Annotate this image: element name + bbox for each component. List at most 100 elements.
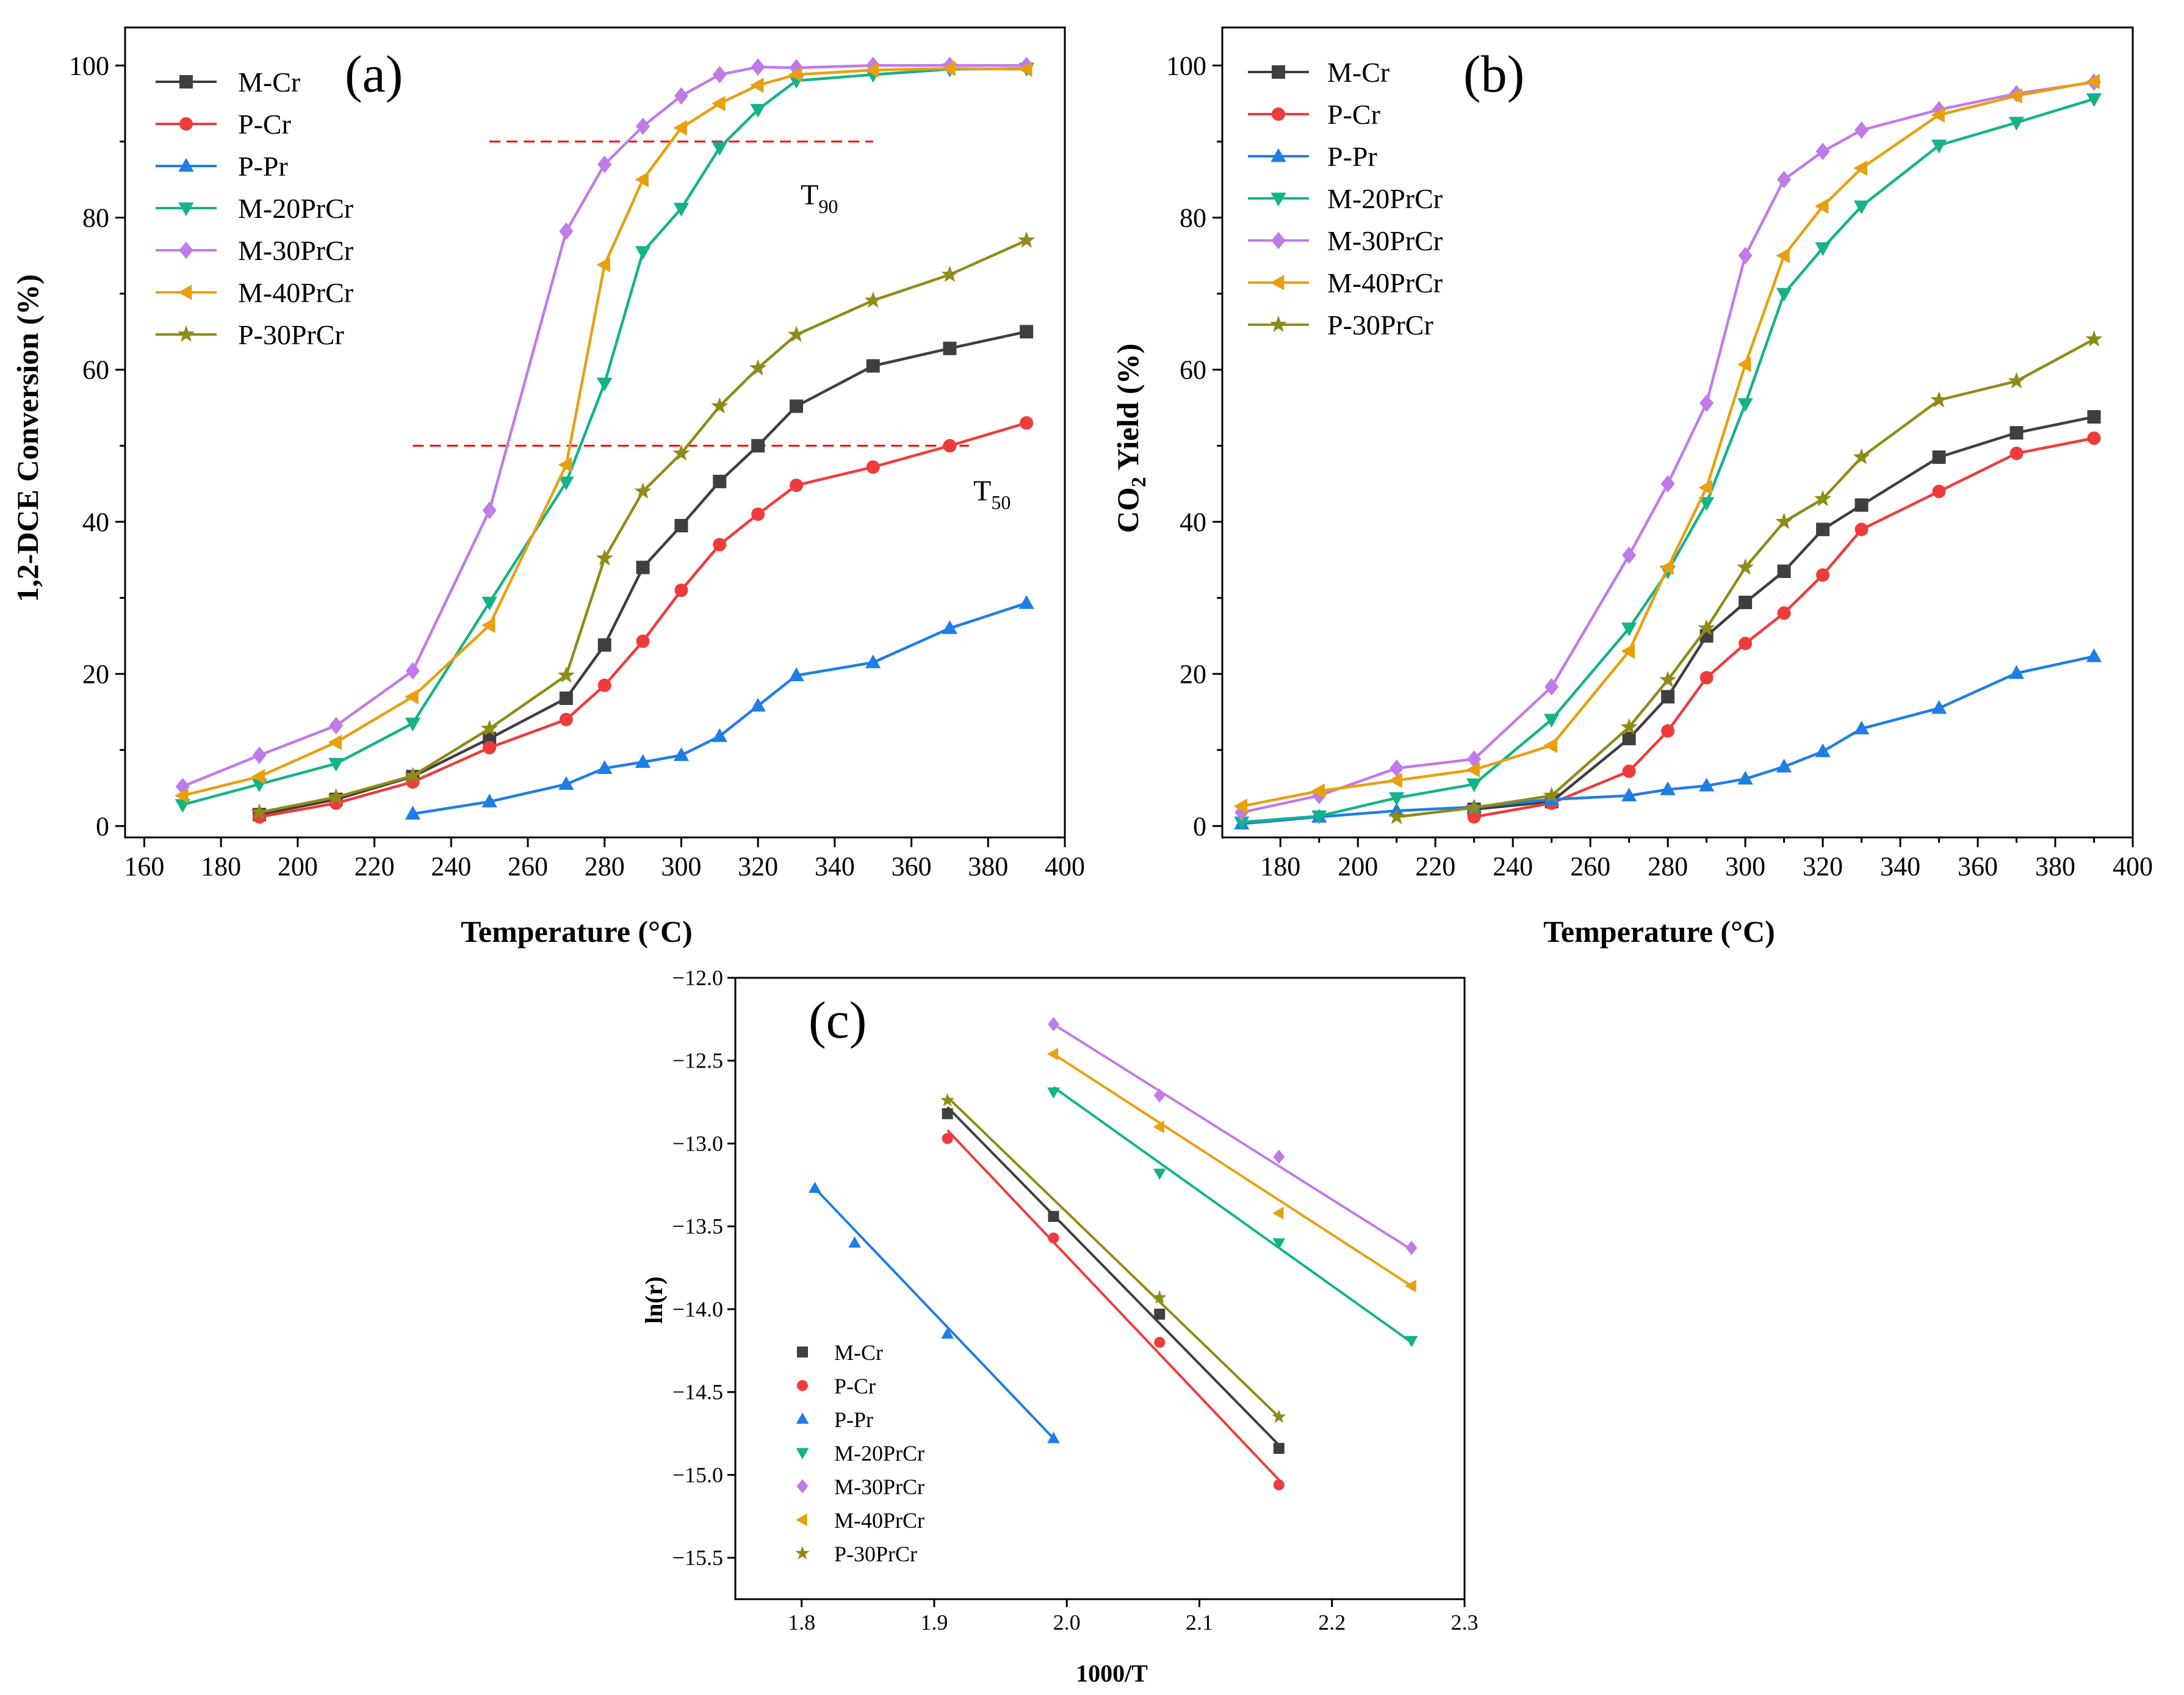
data-point-p-cr bbox=[866, 460, 880, 474]
data-point-m-30prcr bbox=[175, 778, 190, 795]
data-point-m-40prcr bbox=[1233, 798, 1248, 814]
panel-b-frame bbox=[1221, 26, 2134, 839]
data-point-p-30prcr bbox=[787, 325, 805, 342]
legend-label: M-30PrCr bbox=[834, 1475, 924, 1499]
fit-line-m-cr bbox=[946, 1106, 1280, 1446]
x-tick-label: 240 bbox=[1493, 851, 1533, 881]
data-point-m-40prcr bbox=[2008, 88, 2022, 104]
data-point-p-pr bbox=[1931, 699, 1947, 714]
panel-b-plot-area: 180 200 220 240 260 280 300 320 340 360 380 400 0 20 4… bbox=[1166, 26, 2153, 881]
data-point-p-30prcr bbox=[1930, 391, 1948, 408]
x-tick-label: 1.8 bbox=[788, 1610, 815, 1635]
y-tick-label: 40 bbox=[1180, 507, 1206, 537]
data-point-m-30prcr bbox=[712, 65, 727, 84]
data-point-p-30prcr bbox=[634, 482, 652, 499]
data-point-m-cr bbox=[1854, 498, 1869, 512]
data-point-p-pr bbox=[673, 747, 690, 761]
data-point-m-20prcr bbox=[1853, 200, 1870, 215]
series-p-pr bbox=[809, 1181, 1060, 1444]
data-point-m-cr bbox=[1816, 522, 1830, 537]
data-point-p-pr bbox=[1047, 1431, 1060, 1444]
data-point-m-30prcr bbox=[1273, 1149, 1285, 1164]
data-point-p-pr bbox=[1660, 781, 1676, 795]
data-point-m-40prcr bbox=[1466, 762, 1480, 778]
data-point-m-40prcr bbox=[2086, 73, 2100, 90]
legend-marker bbox=[795, 1545, 810, 1559]
legend-label: M-Cr bbox=[834, 1340, 883, 1365]
legend-label: M-20PrCr bbox=[834, 1441, 924, 1466]
x-tick-label: 280 bbox=[1648, 851, 1688, 881]
x-tick-label: 240 bbox=[431, 851, 471, 881]
data-point-p-30prcr bbox=[327, 788, 345, 804]
legend-marker bbox=[178, 202, 194, 217]
legend-label: M-40PrCr bbox=[834, 1508, 924, 1533]
data-point-m-20prcr bbox=[1311, 810, 1327, 825]
legend-label: M-Cr bbox=[238, 67, 300, 98]
legend-marker bbox=[1269, 316, 1288, 332]
data-point-p-30prcr bbox=[1465, 798, 1483, 815]
panel-a-y-axis-label: 1,2-DCE Conversion (%) bbox=[10, 274, 45, 602]
data-point-p-pr bbox=[1737, 770, 1753, 785]
data-point-p-30prcr bbox=[1620, 718, 1638, 735]
data-point-m-30prcr bbox=[751, 58, 765, 76]
data-point-m-40prcr bbox=[405, 688, 419, 705]
legend-item-m-40prcr: M-40PrCr bbox=[1248, 267, 1443, 298]
data-point-m-cr bbox=[713, 474, 727, 488]
data-point-m-20prcr bbox=[1234, 816, 1250, 831]
data-point-p-30prcr bbox=[1272, 1409, 1286, 1423]
data-point-m-40prcr bbox=[1153, 1120, 1164, 1133]
series-m-40prcr bbox=[1047, 1047, 1416, 1293]
data-point-p-pr bbox=[1853, 720, 1870, 735]
data-point-m-30prcr bbox=[1544, 678, 1559, 696]
t90-main: T bbox=[801, 179, 818, 211]
series-m-20prcr bbox=[1047, 1086, 1418, 1348]
legend-label: P-30PrCr bbox=[834, 1542, 917, 1566]
data-point-m-20prcr bbox=[750, 104, 766, 118]
data-point-p-pr bbox=[2008, 665, 2025, 679]
x-tick-label: 360 bbox=[1958, 851, 1998, 881]
data-point-m-cr bbox=[1739, 595, 1753, 609]
panel-c-ticks: 1.8 1.9 2.0 2.1 2.2 2.3 −12.0 −12.5 −13.0 −13.5 −1… bbox=[672, 966, 1479, 1635]
x-tick-label: 2.0 bbox=[1053, 1610, 1081, 1635]
data-point-m-20prcr bbox=[1621, 622, 1637, 637]
series-m-40prcr bbox=[1233, 73, 2100, 814]
t90-sub: 90 bbox=[818, 195, 838, 217]
series-p-cr bbox=[942, 1129, 1285, 1491]
data-point-p-30prcr bbox=[672, 444, 690, 461]
data-point-m-cr bbox=[866, 359, 880, 373]
data-point-m-20prcr bbox=[1272, 1238, 1286, 1250]
data-point-p-cr bbox=[1699, 671, 1714, 685]
legend-item-m-30prcr: M-30PrCr bbox=[1248, 225, 1443, 256]
series-p-30prcr bbox=[1388, 330, 2103, 825]
ylabel-rest: Yield (%) bbox=[1111, 344, 1145, 477]
data-point-m-40prcr bbox=[942, 60, 956, 76]
legend-marker bbox=[1270, 275, 1285, 291]
data-point-m-cr bbox=[559, 691, 573, 705]
series-m-cr bbox=[942, 1106, 1285, 1454]
x-tick-label: 2.2 bbox=[1318, 1610, 1346, 1635]
panel-b-co2-yield-chart: 180 200 220 240 260 280 300 320 340 360 380 4000204… bbox=[1111, 26, 2153, 949]
data-point-p-cr bbox=[713, 538, 727, 552]
data-point-m-30prcr bbox=[329, 717, 344, 735]
data-point-p-cr bbox=[1932, 485, 1946, 499]
series-p-cr bbox=[1467, 431, 2101, 824]
x-tick-label: 380 bbox=[2035, 851, 2075, 881]
panel-c-plot-area: 1.8 1.9 2.0 2.1 2.2 2.3 −12.0 −12.5 −13.0 −13.5 −1… bbox=[672, 966, 1479, 1635]
data-point-m-40prcr bbox=[1853, 160, 1867, 176]
legend-label: P-30PrCr bbox=[238, 319, 344, 350]
legend-marker bbox=[796, 1479, 809, 1494]
data-point-p-cr bbox=[1622, 764, 1636, 778]
data-point-m-40prcr bbox=[1311, 783, 1325, 799]
x-tick-label: 400 bbox=[1045, 851, 1085, 881]
legend-label: M-20PrCr bbox=[238, 193, 353, 224]
data-point-m-cr bbox=[1048, 1210, 1059, 1222]
x-tick-label: 260 bbox=[508, 851, 548, 881]
legend-marker bbox=[796, 1513, 807, 1527]
series-line-p-cr bbox=[259, 421, 1027, 819]
legend-marker bbox=[1270, 192, 1286, 207]
x-tick-label: 260 bbox=[1570, 851, 1610, 881]
series-p-30prcr bbox=[250, 231, 1036, 820]
data-point-p-30prcr bbox=[864, 291, 882, 308]
panel-a-annotation-t50: T50 bbox=[973, 475, 1011, 513]
data-point-p-pr bbox=[1815, 743, 1831, 757]
